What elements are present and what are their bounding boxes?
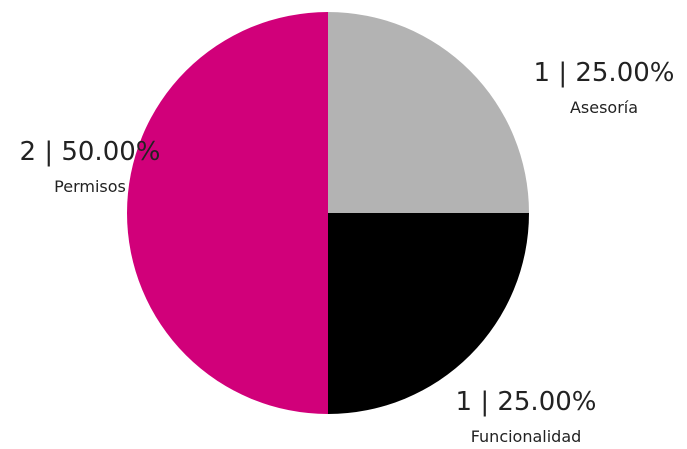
pie-slice-asesoria[interactable] xyxy=(328,12,529,213)
pie-slice-permisos[interactable] xyxy=(127,12,328,414)
slice-category-label-funcionalidad: Funcionalidad xyxy=(471,427,582,446)
slice-value-label-funcionalidad: 1 | 25.00% xyxy=(456,387,597,417)
slice-category-label-asesoria: Asesoría xyxy=(570,98,638,117)
slice-value-label-asesoria: 1 | 25.00% xyxy=(534,58,675,88)
pie-slice-funcionalidad[interactable] xyxy=(328,213,529,414)
slice-value-label-permisos: 2 | 50.00% xyxy=(20,137,161,167)
slice-category-label-permisos: Permisos xyxy=(54,177,126,196)
pie-slices xyxy=(127,12,529,414)
